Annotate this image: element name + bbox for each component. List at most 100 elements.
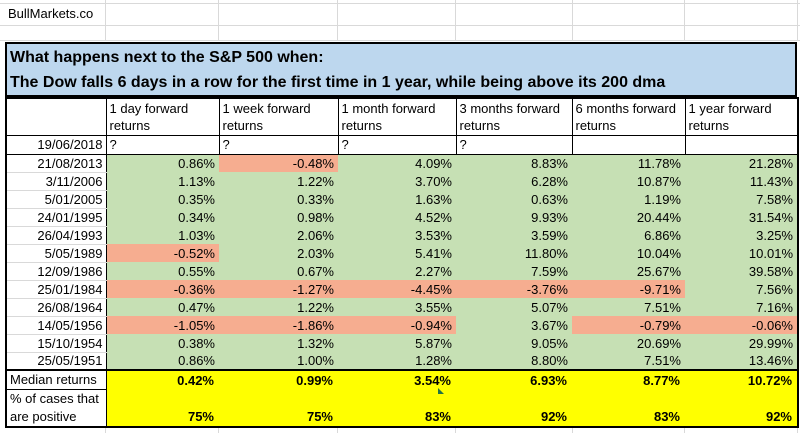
return-value-cell[interactable]: -3.76% — [456, 280, 572, 298]
return-value-cell[interactable]: 3.67% — [456, 316, 572, 334]
return-value-cell[interactable]: 0.47% — [106, 298, 219, 316]
return-value-cell[interactable]: -9.71% — [572, 280, 685, 298]
median-value-cell[interactable]: 3.54% — [338, 369, 456, 389]
return-value-cell[interactable]: 0.86% — [106, 154, 219, 172]
date-cell[interactable]: 5/05/1989 — [6, 244, 107, 263]
pending-value-cell[interactable]: ? — [337, 134, 457, 155]
return-value-cell[interactable]: 3.55% — [338, 298, 456, 316]
return-value-cell[interactable]: -4.45% — [338, 280, 456, 298]
percent-positive-value-cell[interactable]: 83% — [572, 389, 685, 427]
return-value-cell[interactable]: 0.38% — [106, 334, 219, 352]
return-value-cell[interactable]: 29.99% — [685, 334, 798, 352]
return-value-cell[interactable]: 9.05% — [456, 334, 572, 352]
return-value-cell[interactable]: 11.78% — [572, 154, 685, 172]
brand-text[interactable]: BullMarkets.co — [8, 6, 94, 21]
percent-positive-label-cell[interactable]: % of cases that are positive — [5, 388, 107, 428]
return-value-cell[interactable]: 1.32% — [219, 334, 338, 352]
date-cell[interactable]: 5/01/2005 — [6, 190, 107, 209]
median-value-cell[interactable]: 10.72% — [685, 369, 798, 389]
date-cell[interactable]: 15/10/1954 — [6, 334, 107, 353]
return-value-cell[interactable]: 10.87% — [572, 172, 685, 190]
return-value-cell[interactable]: -0.52% — [106, 244, 219, 262]
date-cell[interactable]: 26/08/1964 — [6, 298, 107, 317]
column-header-cell[interactable]: 6 months forward returns — [571, 97, 686, 136]
date-cell[interactable]: 19/06/2018 — [5, 134, 107, 155]
date-cell[interactable]: 25/05/1951 — [6, 352, 107, 371]
pending-value-cell[interactable]: ? — [105, 134, 220, 155]
title-block[interactable]: What happens next to the S&P 500 when: T… — [5, 42, 797, 97]
return-value-cell[interactable]: -1.05% — [106, 316, 219, 334]
pending-value-cell[interactable]: ? — [218, 134, 339, 155]
return-value-cell[interactable]: 5.41% — [338, 244, 456, 262]
date-cell[interactable]: 25/01/1984 — [6, 280, 107, 299]
return-value-cell[interactable]: 0.55% — [106, 262, 219, 280]
median-label-cell[interactable]: Median returns — [5, 369, 107, 390]
return-value-cell[interactable]: 7.58% — [685, 190, 798, 208]
return-value-cell[interactable]: 21.28% — [685, 154, 798, 172]
return-value-cell[interactable]: 20.69% — [572, 334, 685, 352]
date-cell[interactable]: 12/09/1986 — [6, 262, 107, 281]
median-value-cell[interactable]: 8.77% — [572, 369, 685, 389]
return-value-cell[interactable]: 3.70% — [338, 172, 456, 190]
date-cell[interactable]: 3/11/2006 — [6, 172, 107, 191]
return-value-cell[interactable]: 3.25% — [685, 226, 798, 244]
return-value-cell[interactable]: 0.34% — [106, 208, 219, 226]
return-value-cell[interactable]: 2.03% — [219, 244, 338, 262]
return-value-cell[interactable]: 6.28% — [456, 172, 572, 190]
return-value-cell[interactable]: 1.63% — [338, 190, 456, 208]
return-value-cell[interactable]: 31.54% — [685, 208, 798, 226]
median-value-cell[interactable]: 0.42% — [106, 369, 219, 389]
percent-positive-value-cell[interactable]: 75% — [219, 389, 338, 427]
return-value-cell[interactable]: 1.28% — [338, 352, 456, 370]
return-value-cell[interactable]: 1.22% — [219, 172, 338, 190]
return-value-cell[interactable]: 9.93% — [456, 208, 572, 226]
column-header-corner-cell[interactable] — [5, 97, 107, 136]
return-value-cell[interactable]: 7.59% — [456, 262, 572, 280]
return-value-cell[interactable]: -0.79% — [572, 316, 685, 334]
return-value-cell[interactable]: 7.16% — [685, 298, 798, 316]
date-cell[interactable]: 24/01/1995 — [6, 208, 107, 227]
column-header-cell[interactable]: 3 months forward returns — [455, 97, 573, 136]
return-value-cell[interactable]: 1.13% — [106, 172, 219, 190]
return-value-cell[interactable]: 7.56% — [685, 280, 798, 298]
return-value-cell[interactable]: 11.43% — [685, 172, 798, 190]
return-value-cell[interactable]: 0.67% — [219, 262, 338, 280]
return-value-cell[interactable]: 8.80% — [456, 352, 572, 370]
return-value-cell[interactable]: 7.51% — [572, 352, 685, 370]
return-value-cell[interactable]: 0.63% — [456, 190, 572, 208]
return-value-cell[interactable]: 2.06% — [219, 226, 338, 244]
return-value-cell[interactable]: 3.59% — [456, 226, 572, 244]
return-value-cell[interactable]: 5.87% — [338, 334, 456, 352]
return-value-cell[interactable]: -0.36% — [106, 280, 219, 298]
return-value-cell[interactable]: -1.86% — [219, 316, 338, 334]
median-value-cell[interactable]: 0.99% — [219, 369, 338, 389]
return-value-cell[interactable]: 1.03% — [106, 226, 219, 244]
date-cell[interactable]: 14/05/1956 — [6, 316, 107, 335]
return-value-cell[interactable]: 39.58% — [685, 262, 798, 280]
pending-value-cell[interactable] — [571, 134, 686, 155]
return-value-cell[interactable]: 4.09% — [338, 154, 456, 172]
percent-positive-value-cell[interactable]: 83% — [338, 389, 456, 427]
return-value-cell[interactable]: 0.98% — [219, 208, 338, 226]
column-header-cell[interactable]: 1 day forward returns — [105, 97, 220, 136]
date-cell[interactable]: 21/08/2013 — [6, 154, 107, 173]
return-value-cell[interactable]: 25.67% — [572, 262, 685, 280]
return-value-cell[interactable]: 6.86% — [572, 226, 685, 244]
column-header-cell[interactable]: 1 week forward returns — [218, 97, 339, 136]
return-value-cell[interactable]: -1.27% — [219, 280, 338, 298]
return-value-cell[interactable]: 8.83% — [456, 154, 572, 172]
percent-positive-value-cell[interactable]: 92% — [685, 389, 798, 427]
return-value-cell[interactable]: 1.22% — [219, 298, 338, 316]
percent-positive-value-cell[interactable]: 92% — [456, 389, 572, 427]
percent-positive-value-cell[interactable]: 75% — [106, 389, 219, 427]
return-value-cell[interactable]: 0.35% — [106, 190, 219, 208]
return-value-cell[interactable]: 3.53% — [338, 226, 456, 244]
pending-value-cell[interactable] — [684, 134, 799, 155]
column-header-cell[interactable]: 1 year forward returns — [684, 97, 799, 136]
return-value-cell[interactable]: 1.19% — [572, 190, 685, 208]
return-value-cell[interactable]: 20.44% — [572, 208, 685, 226]
median-value-cell[interactable]: 6.93% — [456, 369, 572, 389]
pending-value-cell[interactable]: ? — [455, 134, 573, 155]
return-value-cell[interactable]: 1.00% — [219, 352, 338, 370]
return-value-cell[interactable]: 10.04% — [572, 244, 685, 262]
